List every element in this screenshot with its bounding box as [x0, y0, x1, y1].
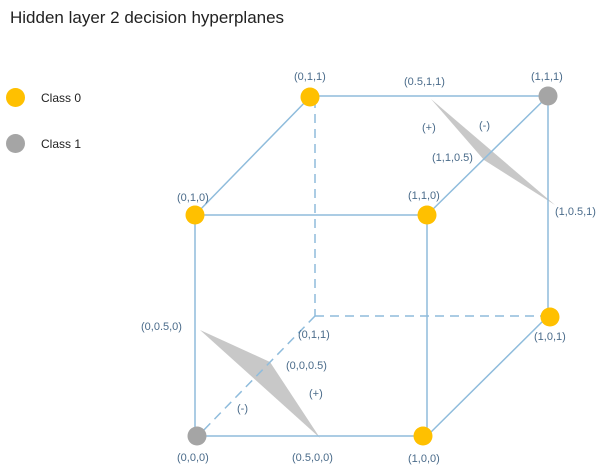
- vertex-0-1-1: [300, 87, 320, 107]
- class-0-swatch: [6, 88, 25, 107]
- vertex-0-1-0: [185, 205, 205, 225]
- label-bottom-plane-point-1: (0,0.5,0): [141, 321, 182, 333]
- label-vertex-1-1-0: (1,1,0): [408, 190, 440, 202]
- edge-top-left: [194, 95, 312, 216]
- label-top-plane-point-1: (0.5,1,1): [404, 76, 445, 88]
- label-bottom-plane-minus: (-): [237, 403, 248, 415]
- edge-bottom-right: [426, 315, 549, 437]
- label-bottom-plane-point-3: (0.5,0,0): [292, 452, 333, 464]
- label-top-plane-plus: (+): [422, 122, 436, 134]
- label-top-plane-minus: (-): [479, 120, 490, 132]
- vertex-1-1-1: [538, 86, 558, 106]
- legend-label-class-0: Class 0: [41, 90, 82, 105]
- top-hyperplane: [431, 99, 555, 205]
- legend-class-1: Class 1: [6, 134, 81, 153]
- legend-class-0: Class 0: [6, 88, 81, 107]
- hidden-edge-diagonal: [197, 315, 316, 437]
- edge-top-right: [426, 95, 549, 216]
- label-vertex-1-0-1: (1,0,1): [534, 331, 566, 343]
- label-top-plane-point-2: (1,1,0.5): [432, 152, 473, 164]
- vertex-1-0-1: [540, 307, 560, 327]
- label-vertex-0-0-0: (0,0,0): [177, 452, 209, 464]
- label-hidden-vertex: (0,1,1): [298, 329, 330, 341]
- label-vertex-1-0-0: (1,0,0): [408, 453, 440, 465]
- vertex-1-1-0: [417, 205, 437, 225]
- label-vertex-1-1-1: (1,1,1): [531, 71, 563, 83]
- legend-label-class-1: Class 1: [41, 136, 82, 151]
- label-bottom-plane-point-2: (0,0,0.5): [286, 360, 327, 372]
- diagram-title: Hidden layer 2 decision hyperplanes: [10, 8, 285, 27]
- vertex-1-0-0: [413, 426, 433, 446]
- label-vertex-0-1-1: (0,1,1): [294, 71, 326, 83]
- label-vertex-0-1-0: (0,1,0): [177, 192, 209, 204]
- label-bottom-plane-plus: (+): [309, 388, 323, 400]
- bottom-hyperplane: [200, 330, 320, 438]
- class-1-swatch: [6, 134, 25, 153]
- label-top-plane-point-3: (1,0.5,1): [555, 206, 596, 218]
- vertex-0-0-0: [187, 426, 207, 446]
